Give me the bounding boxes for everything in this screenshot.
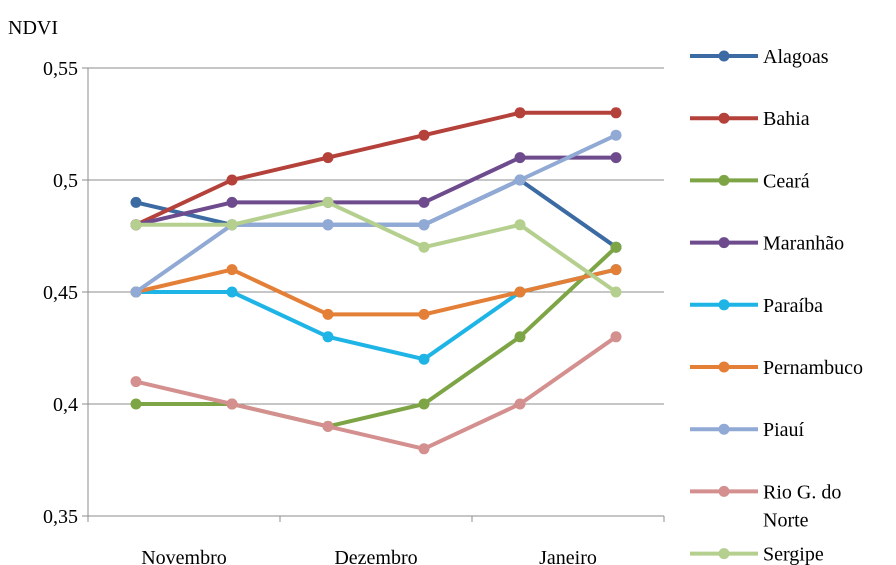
legend-marker [718, 237, 730, 249]
data-point [418, 196, 430, 208]
data-point [514, 331, 526, 343]
data-point [130, 376, 142, 388]
data-point [610, 286, 622, 298]
y-tick-labels: 0,35 0,4 0,45 0,5 0,55 [43, 58, 78, 528]
data-point [610, 107, 622, 119]
series-line [135, 155, 616, 227]
x-tick-label: Janeiro [539, 547, 597, 565]
data-point [610, 331, 622, 343]
legend-label: Alagoas [763, 46, 829, 68]
data-point [514, 398, 526, 410]
data-point [322, 420, 334, 432]
series-line [135, 335, 618, 451]
legend-label: Rio G. do Norte [763, 481, 841, 531]
data-point [610, 241, 622, 253]
legend-label: Bahia [763, 108, 810, 130]
legend-entry: Bahia [690, 108, 810, 130]
data-point [322, 152, 334, 164]
y-axis-title: NDVI [8, 17, 58, 39]
data-point [418, 129, 430, 141]
data-point [610, 264, 622, 276]
data-point [130, 286, 142, 298]
series-sergipe [130, 196, 622, 298]
data-point [322, 219, 334, 231]
data-point [322, 331, 334, 343]
y-tick-label: 0,4 [53, 394, 78, 416]
data-point [514, 286, 526, 298]
data-point [130, 219, 142, 231]
series-line [136, 245, 618, 429]
legend-entry: Sergipe [690, 544, 824, 565]
legend-label: Piauí [763, 419, 805, 441]
data-point [322, 308, 334, 320]
legend: Alagoas Bahia Ceará Maranhão Paraíba Pernambu… [690, 46, 863, 565]
legend-entry: Ceará [690, 170, 810, 192]
data-point [610, 152, 622, 164]
series-cear- [130, 241, 622, 432]
data-point [418, 353, 430, 365]
data-point [514, 107, 526, 119]
data-point [226, 286, 238, 298]
data-point [322, 196, 334, 208]
axes [87, 68, 665, 522]
data-point [226, 264, 238, 276]
legend-marker [718, 50, 730, 62]
data-point [514, 174, 526, 186]
data-point [418, 219, 430, 231]
legend-entry: Paraíba [690, 295, 823, 317]
legend-entry: Piauí [690, 419, 805, 441]
y-tick-label: 0,35 [43, 506, 78, 528]
series-alagoas [130, 174, 622, 253]
legend-marker [718, 112, 730, 124]
legend-marker [718, 174, 730, 186]
legend-label: Sergipe [763, 544, 824, 565]
y-tick-label: 0,55 [43, 58, 78, 80]
data-point [226, 398, 238, 410]
data-point [226, 196, 238, 208]
legend-entry: Rio G. do Norte [690, 481, 841, 531]
legend-label: Pernambuco [763, 357, 863, 379]
legend-marker [718, 361, 730, 373]
series-line [135, 267, 617, 317]
y-tick-label: 0,45 [43, 282, 78, 304]
legend-marker [718, 423, 730, 435]
legend-label: Maranhão [763, 233, 844, 255]
legend-marker [718, 548, 730, 560]
x-tick-label: Dezembro [334, 547, 417, 565]
data-point [226, 174, 238, 186]
series-piau- [130, 129, 622, 298]
data-point [226, 219, 238, 231]
legend-label: Paraíba [763, 295, 823, 317]
series-line [135, 110, 616, 227]
series-rio-g-do-norte [130, 331, 622, 455]
x-tick-label: Novembro [141, 547, 227, 565]
legend-entry: Maranhão [690, 233, 844, 255]
data-point [610, 129, 622, 141]
data-point [130, 398, 142, 410]
x-tick-labels: Novembro Dezembro Janeiro [141, 547, 597, 565]
legend-label: Ceará [763, 170, 810, 192]
legend-entry: Alagoas [690, 46, 829, 68]
y-tick-label: 0,5 [53, 170, 78, 192]
series-group [130, 107, 622, 455]
data-point [418, 241, 430, 253]
legend-marker [718, 485, 730, 497]
data-point [418, 443, 430, 455]
data-point [130, 196, 142, 208]
legend-entry: Pernambuco [690, 357, 863, 379]
legend-marker [718, 299, 730, 311]
series-line [136, 200, 618, 294]
data-point [514, 219, 526, 231]
data-point [418, 398, 430, 410]
data-point [514, 152, 526, 164]
data-point [418, 308, 430, 320]
